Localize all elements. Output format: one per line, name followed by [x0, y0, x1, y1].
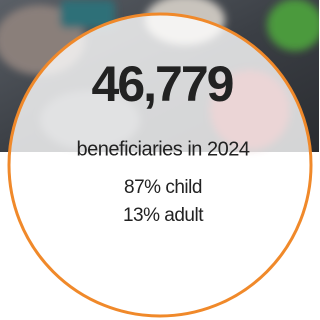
breakdown-item: 13% adult: [123, 205, 204, 226]
stat-value: 46,779: [92, 56, 233, 112]
stat-label: beneficiaries in 2024: [77, 138, 250, 160]
stat-card: 46,779 beneficiaries in 2024 87% child 1…: [0, 0, 319, 320]
breakdown-item: 87% child: [124, 177, 202, 198]
